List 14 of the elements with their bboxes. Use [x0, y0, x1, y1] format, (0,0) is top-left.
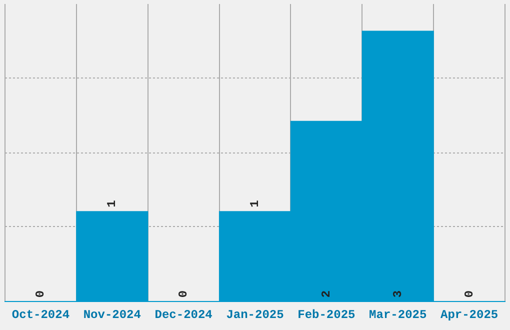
data-label: 1 — [105, 200, 120, 208]
x-tick-label: Dec-2024 — [154, 308, 212, 322]
data-label: 0 — [34, 290, 48, 298]
x-tick-label: Apr-2025 — [440, 308, 498, 322]
data-label: 0 — [176, 290, 191, 298]
x-tick-label: Jan-2025 — [226, 308, 284, 322]
data-label: 2 — [319, 290, 334, 298]
x-tick-label: Mar-2025 — [369, 308, 427, 322]
data-label: 0 — [462, 290, 476, 298]
data-label: 1 — [248, 200, 262, 208]
x-tick-label: Feb-2025 — [298, 308, 356, 322]
x-tick-label: Oct-2024 — [12, 308, 70, 322]
x-tick-label: Nov-2024 — [83, 308, 141, 322]
data-label: 3 — [390, 290, 405, 298]
